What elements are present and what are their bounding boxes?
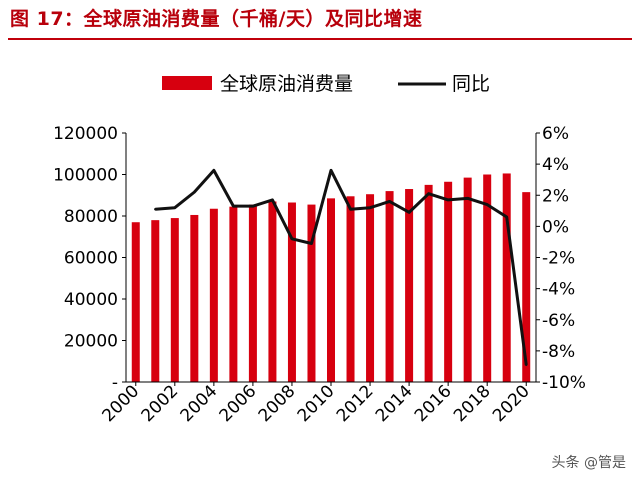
bar	[190, 214, 199, 382]
yoy-point	[251, 204, 255, 208]
yoy-point	[329, 169, 333, 172]
x-tick-label: 2006	[216, 381, 261, 426]
yoy-point	[232, 204, 235, 208]
legend-label-bar: 全球原油消费量	[220, 73, 353, 95]
yoy-point	[271, 198, 274, 202]
legend-label-line: 同比	[452, 73, 490, 95]
bar	[151, 220, 160, 382]
bar	[346, 196, 355, 382]
bar	[307, 204, 316, 382]
y-right-tick-label: -8%	[542, 342, 575, 362]
yoy-point	[446, 198, 450, 202]
x-tick-label: 2002	[138, 381, 183, 426]
bar	[463, 177, 472, 382]
yoy-point	[173, 206, 177, 209]
yoy-point	[525, 363, 528, 367]
line-series	[154, 168, 528, 367]
yoy-point	[349, 208, 352, 211]
bar	[502, 173, 511, 382]
yoy-point	[505, 215, 508, 219]
bar	[444, 181, 453, 382]
y-left-tick-label: 40000	[64, 290, 118, 310]
bar	[522, 192, 531, 382]
bar	[424, 184, 433, 382]
x-tick-label: 2010	[294, 381, 339, 426]
yoy-point	[154, 208, 157, 211]
bar-series	[131, 173, 531, 382]
y-left-tick-label: -	[112, 373, 118, 393]
bar	[248, 204, 257, 382]
yoy-point	[290, 237, 294, 241]
bar	[209, 208, 218, 382]
legend: 全球原油消费量 同比	[162, 73, 490, 95]
bar	[229, 206, 238, 382]
x-tick-label: 2000	[99, 381, 144, 426]
y-right-tick-label: 0%	[542, 217, 569, 237]
yoy-point	[485, 203, 489, 206]
y-left-tick-label: 120000	[53, 124, 118, 144]
title-divider	[8, 38, 632, 40]
y-right-tick-label: -6%	[542, 311, 575, 331]
yoy-point	[427, 192, 430, 195]
x-tick-label: 2012	[333, 381, 378, 426]
y-left-tick-label: 60000	[64, 249, 118, 269]
x-tick-label: 2004	[177, 381, 222, 426]
watermark: 头条 @管是	[551, 455, 626, 471]
yoy-point	[388, 200, 391, 203]
bar	[385, 191, 394, 382]
x-tick-label: 2016	[411, 381, 456, 426]
x-tick-label: 2020	[489, 381, 534, 426]
y-left-tick-label: 100000	[53, 166, 118, 186]
yoy-point	[466, 197, 469, 200]
y-left-tick-label: 80000	[64, 207, 118, 227]
yoy-point	[193, 190, 196, 194]
x-tick-label: 2008	[255, 381, 300, 426]
bar	[287, 202, 296, 382]
bar	[268, 201, 277, 382]
y-right-tick-label: 4%	[542, 155, 569, 175]
y-left-tick-label: 20000	[64, 332, 118, 352]
yoy-point	[212, 169, 216, 172]
y-right-tick-label: 2%	[542, 186, 569, 206]
y-right-tick-label: -2%	[542, 249, 575, 269]
x-tick-label: 2018	[450, 381, 495, 426]
figure-title: 图 17：全球原油消费量（千桶/天）及同比增速	[10, 8, 423, 30]
y-right-tick-label: 6%	[542, 124, 569, 144]
y-right-tick-label: -4%	[542, 280, 575, 300]
yoy-line	[155, 168, 528, 366]
bar	[170, 218, 179, 382]
bar	[405, 189, 414, 382]
yoy-point	[368, 206, 372, 209]
bar	[366, 194, 375, 382]
bar	[483, 174, 492, 382]
bar	[327, 198, 335, 382]
yoy-point	[310, 242, 313, 245]
x-tick-label: 2014	[372, 381, 417, 426]
bar	[131, 222, 140, 382]
yoy-point	[407, 211, 411, 214]
legend-swatch-bar	[162, 76, 212, 90]
y-right-tick-label: -10%	[542, 373, 586, 393]
